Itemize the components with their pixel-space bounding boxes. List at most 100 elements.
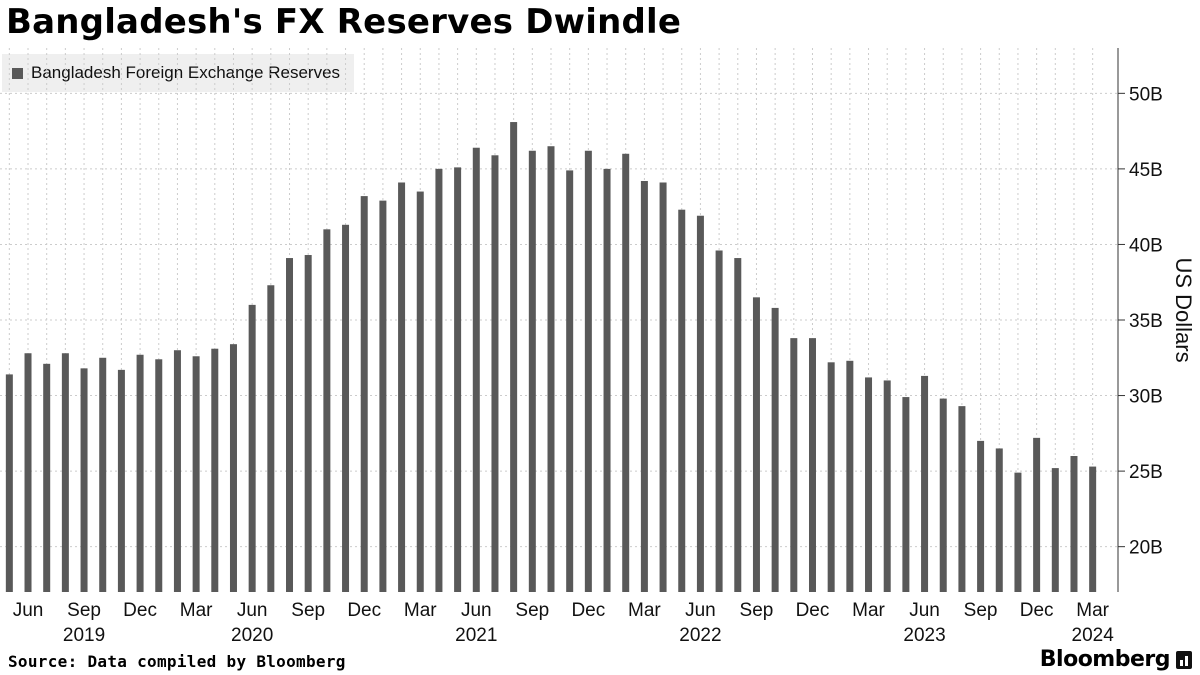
x-year-label: 2023 — [903, 625, 945, 646]
x-tick-label: Sep — [515, 600, 549, 621]
bar — [155, 359, 163, 592]
x-tick-label: Sep — [291, 600, 325, 621]
bar — [995, 448, 1003, 592]
x-year-label: 2021 — [455, 625, 497, 646]
bar — [24, 353, 32, 592]
bar — [360, 196, 368, 593]
x-tick-label: Dec — [571, 600, 605, 621]
bar — [192, 356, 200, 592]
bar — [865, 377, 873, 592]
bar — [977, 440, 985, 592]
bar — [472, 147, 480, 592]
bar — [696, 215, 704, 592]
bar — [846, 360, 854, 592]
x-tick-label: Mar — [404, 600, 437, 621]
brand-name: Bloomberg — [1039, 647, 1171, 672]
x-year-label: 2020 — [231, 625, 273, 646]
bar — [902, 397, 910, 592]
bar — [584, 150, 592, 592]
x-tick-label: Dec — [123, 600, 157, 621]
chart-title: Bangladesh's FX Reserves Dwindle — [6, 2, 682, 42]
x-tick-label: Sep — [964, 600, 998, 621]
bar — [304, 255, 312, 592]
x-tick-label: Dec — [796, 600, 830, 621]
x-year-label: 2022 — [679, 625, 721, 646]
x-tick-label: Mar — [628, 600, 661, 621]
bar — [379, 200, 387, 592]
bar — [622, 153, 630, 592]
bar — [398, 182, 406, 592]
bar — [1089, 466, 1097, 592]
x-tick-label: Jun — [461, 600, 492, 621]
y-axis-label: US Dollars — [1171, 257, 1196, 362]
bar — [117, 369, 125, 592]
bar — [99, 357, 107, 592]
x-year-label: 2024 — [1072, 625, 1115, 646]
bar — [43, 363, 51, 592]
y-tick-label: 35B — [1129, 311, 1163, 332]
bar — [248, 304, 256, 592]
x-tick-label: Dec — [1020, 600, 1054, 621]
bar — [454, 167, 462, 592]
x-tick-label: Jun — [13, 600, 44, 621]
bar — [827, 362, 835, 592]
bar — [790, 338, 798, 592]
bar — [286, 258, 294, 592]
grid-lines — [0, 48, 1118, 592]
bar — [61, 353, 69, 592]
bar — [640, 180, 648, 592]
bar — [323, 229, 331, 593]
x-tick-label: Mar — [852, 600, 885, 621]
y-tick-label: 25B — [1129, 462, 1163, 483]
bar — [566, 170, 574, 592]
brand-logo: Bloomberg — [1040, 647, 1192, 672]
bar — [510, 122, 518, 593]
bar — [771, 307, 779, 592]
bar — [939, 398, 947, 592]
x-tick-label: Jun — [909, 600, 940, 621]
bar — [752, 297, 760, 592]
x-tick-label: Sep — [740, 600, 774, 621]
bar-chart-icon — [1176, 650, 1192, 669]
bar — [211, 348, 219, 592]
y-tick-label: 30B — [1129, 387, 1163, 408]
y-tick-label: 45B — [1129, 160, 1163, 181]
x-tick-label: Sep — [67, 600, 101, 621]
x-tick-label: Jun — [237, 600, 268, 621]
legend: Bangladesh Foreign Exchange Reserves — [2, 54, 355, 92]
bar — [435, 168, 443, 592]
bar — [547, 146, 555, 592]
bar — [491, 155, 499, 593]
legend-label: Bangladesh Foreign Exchange Reserves — [31, 63, 341, 82]
bar — [659, 182, 667, 592]
bar — [1033, 437, 1041, 592]
legend-swatch — [12, 67, 23, 79]
x-year-label: 2019 — [63, 625, 105, 646]
bar — [342, 224, 350, 593]
y-axis: 20B 25B 30B 35B 40B 45B 50B — [1117, 48, 1163, 592]
bar — [808, 338, 816, 592]
y-tick-label: 50B — [1129, 84, 1163, 105]
bar — [1070, 456, 1078, 592]
bar — [229, 344, 237, 592]
bar — [1051, 468, 1059, 592]
bar — [416, 191, 424, 593]
source-note: Source: Data compiled by Bloomberg — [8, 652, 346, 671]
x-tick-label: Mar — [1076, 600, 1109, 621]
x-tick-label: Jun — [685, 600, 716, 621]
bar — [958, 406, 966, 592]
bar — [678, 209, 686, 592]
bar — [715, 250, 723, 592]
y-tick-label: 40B — [1129, 235, 1163, 256]
x-tick-label: Dec — [347, 600, 381, 621]
bar — [603, 168, 611, 592]
x-tick-label: Mar — [180, 600, 213, 621]
bars — [5, 122, 1097, 593]
x-axis: Jun Sep Dec Mar Jun Sep Dec Mar Jun Sep Dec Mar Jun S… — [13, 600, 1115, 646]
bar — [734, 258, 742, 592]
bar — [173, 350, 181, 592]
bar — [528, 150, 536, 592]
bar — [136, 354, 144, 592]
bar — [267, 285, 275, 592]
